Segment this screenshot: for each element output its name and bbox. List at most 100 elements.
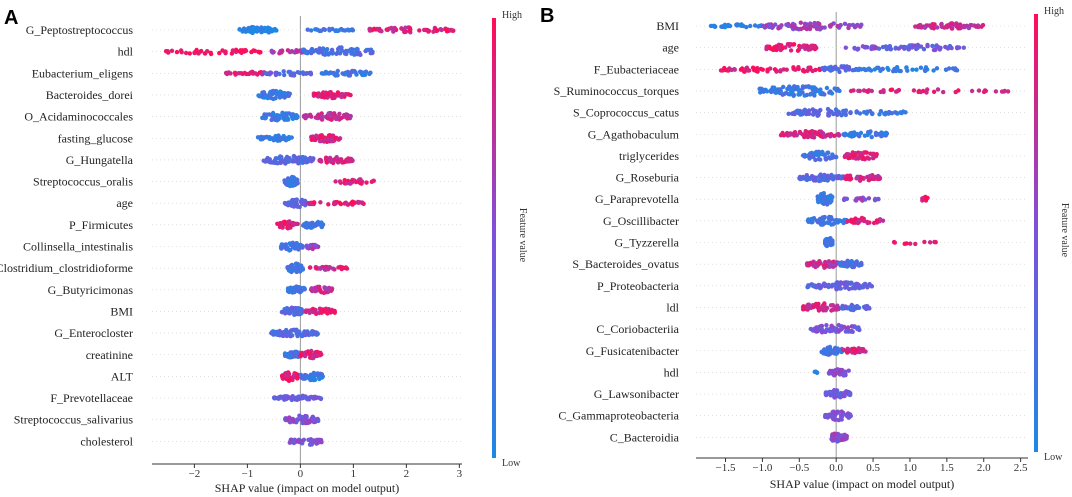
feature-label: Clostridium_clostridioforme: [0, 261, 133, 275]
shap-point: [839, 409, 844, 414]
shap-point: [334, 155, 339, 160]
shap-point: [924, 90, 929, 95]
feature-row: fasting_glucose: [58, 131, 462, 145]
feature-label: C_Gammaproteobacteria: [558, 409, 679, 423]
shap-point: [274, 70, 279, 76]
shap-point: [334, 28, 339, 33]
shap-point: [837, 391, 842, 397]
shap-point: [344, 201, 350, 207]
shap-point: [818, 216, 823, 222]
shap-point: [898, 68, 903, 74]
shap-point: [843, 131, 848, 136]
shap-point: [316, 93, 321, 98]
shap-point: [832, 417, 838, 422]
shap-point: [826, 259, 832, 264]
shap-point: [820, 195, 825, 200]
shap-point: [363, 69, 369, 74]
shap-point: [810, 107, 815, 112]
x-tick-label: 0.0: [829, 462, 843, 474]
feature-row: S_Ruminococcus_torques: [554, 84, 1028, 99]
shap-point: [338, 116, 344, 121]
shap-point: [866, 178, 871, 183]
shap-point: [800, 153, 806, 158]
shap-point: [781, 133, 787, 138]
shap-point: [845, 346, 850, 351]
shap-point: [826, 282, 831, 288]
shap-point: [318, 200, 323, 205]
feature-label: G_Lawsonibacter: [594, 387, 679, 401]
shap-point: [822, 92, 827, 97]
shap-point: [296, 394, 301, 399]
shap-point: [829, 22, 834, 27]
shap-point: [285, 115, 290, 121]
shap-point: [263, 115, 268, 121]
feature-row: C_Gammaproteobacteria: [558, 409, 1028, 423]
shap-point: [891, 239, 897, 245]
shap-point: [318, 375, 323, 380]
shap-point: [796, 92, 801, 97]
feature-row: hdl: [118, 45, 462, 59]
colorbar-low-label: Low: [1044, 452, 1063, 463]
shap-point: [304, 71, 309, 76]
shap-point: [264, 134, 269, 140]
feature-label: S_Bacteroides_ovatus: [572, 257, 679, 271]
shap-point: [260, 71, 266, 76]
shap-point: [301, 114, 307, 119]
feature-label: fasting_glucose: [58, 131, 133, 145]
shap-point: [854, 348, 859, 353]
shap-point: [327, 133, 333, 138]
feature-label: G_Hungatella: [66, 153, 134, 167]
shap-point: [290, 182, 296, 187]
shap-point: [319, 138, 324, 144]
shap-point: [958, 22, 963, 27]
shap-point: [858, 130, 864, 136]
panel-b: B −1.5 −1.0 −0.5 0.0 0.5 1.0 1.5 2.0 2.5 SHAP valu…: [540, 5, 1070, 491]
shap-point: [310, 223, 316, 228]
shap-point: [287, 241, 292, 246]
shap-point: [934, 66, 940, 71]
feature-label: P_Firmicutes: [69, 218, 133, 232]
shap-point: [930, 22, 935, 27]
shap-point: [336, 137, 341, 142]
shap-point: [431, 29, 436, 34]
shap-point: [781, 84, 786, 90]
shap-point: [961, 45, 966, 50]
shap-point: [792, 133, 797, 138]
shap-point: [303, 309, 309, 315]
feature-label: age: [662, 41, 679, 55]
shap-point: [311, 417, 316, 422]
shap-point: [318, 266, 323, 271]
shap-point: [874, 218, 880, 223]
shap-point: [832, 174, 837, 179]
feature-label: G_Fusicatenibacter: [586, 344, 679, 358]
shap-point: [834, 110, 839, 116]
shap-point: [792, 84, 797, 89]
shap-point: [855, 22, 860, 28]
shap-point: [857, 111, 863, 116]
shap-point: [817, 152, 822, 157]
shap-point: [810, 68, 815, 74]
shap-point: [285, 374, 291, 379]
shap-point: [849, 324, 855, 329]
shap-point: [760, 23, 766, 28]
shap-point: [282, 94, 287, 100]
shap-point: [974, 24, 979, 29]
shap-point: [787, 84, 792, 89]
shap-point: [815, 220, 821, 225]
shap-point: [827, 156, 833, 161]
shap-point: [337, 200, 342, 205]
shap-point: [285, 265, 290, 270]
shap-point: [823, 259, 828, 265]
shap-point: [350, 178, 355, 183]
shap-point: [755, 69, 760, 74]
shap-point: [335, 68, 340, 74]
shap-point: [913, 241, 918, 247]
shap-point: [832, 370, 838, 376]
shap-point: [807, 176, 813, 182]
shap-point: [778, 87, 783, 92]
shap-point: [237, 27, 242, 32]
shap-point: [817, 195, 822, 200]
shap-point: [309, 136, 315, 142]
shap-point: [752, 66, 757, 72]
shap-point: [837, 260, 843, 266]
